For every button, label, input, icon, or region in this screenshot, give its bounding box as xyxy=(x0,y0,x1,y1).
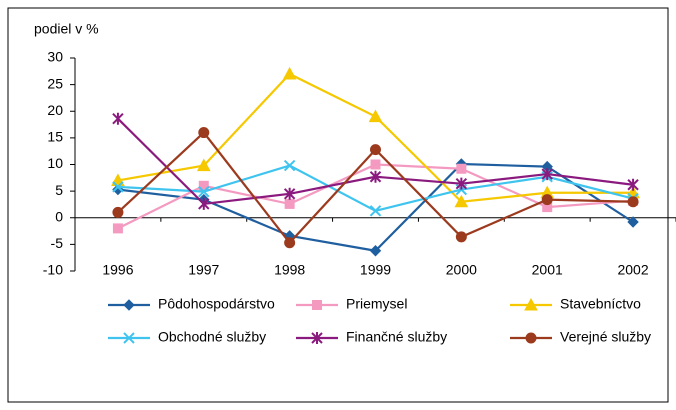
marker xyxy=(284,237,296,249)
frame xyxy=(7,7,669,403)
marker xyxy=(455,177,468,190)
x-tick-label: 2002 xyxy=(617,262,648,278)
marker xyxy=(284,198,295,209)
marker xyxy=(541,194,553,206)
y-tick-label: -5 xyxy=(51,235,64,251)
marker xyxy=(369,205,382,217)
legend-label: Verejné služby xyxy=(560,329,651,345)
legend-marker xyxy=(123,299,135,311)
marker xyxy=(456,163,467,174)
marker xyxy=(627,196,639,208)
marker xyxy=(283,159,296,172)
legend-marker xyxy=(312,300,322,310)
marker xyxy=(627,178,639,191)
marker xyxy=(627,216,639,228)
x-tick-label: 2000 xyxy=(446,262,477,278)
y-tick-label: 30 xyxy=(47,49,63,65)
marker xyxy=(368,109,383,123)
legend-label: Obchodné služby xyxy=(158,329,266,345)
marker xyxy=(196,158,211,172)
marker xyxy=(454,194,469,208)
y-tick-label: 25 xyxy=(47,75,63,91)
y-tick-label: 5 xyxy=(55,182,63,198)
legend-label: Finančné služby xyxy=(346,329,447,345)
marker xyxy=(198,127,210,139)
legend-marker xyxy=(311,332,323,344)
marker xyxy=(112,112,124,125)
marker xyxy=(283,187,296,200)
x-tick-label: 1997 xyxy=(188,262,219,278)
x-tick-label: 1999 xyxy=(360,262,391,278)
legend-label: Pôdohospodárstvo xyxy=(158,296,275,312)
legend-marker xyxy=(123,332,135,344)
marker xyxy=(455,231,467,243)
marker xyxy=(112,181,124,193)
y-axis-label: podiel v % xyxy=(34,21,99,37)
marker xyxy=(112,206,124,218)
y-tick-label: 10 xyxy=(47,155,63,171)
marker xyxy=(112,223,123,234)
marker xyxy=(282,66,297,80)
x-tick-label: 2001 xyxy=(532,262,563,278)
y-tick-label: 15 xyxy=(47,129,63,145)
x-tick-label: 1996 xyxy=(102,262,133,278)
marker xyxy=(369,245,382,257)
marker xyxy=(198,185,210,198)
marker xyxy=(370,144,381,156)
y-tick-label: -10 xyxy=(43,262,63,278)
marker xyxy=(198,197,210,210)
marker xyxy=(369,170,382,183)
x-tick-label: 1998 xyxy=(274,262,305,278)
legend-label: Priemysel xyxy=(346,296,407,312)
marker xyxy=(370,159,381,170)
legend-marker xyxy=(525,332,537,344)
y-tick-label: 0 xyxy=(55,208,63,224)
legend-label: Stavebníctvo xyxy=(560,296,641,312)
legend-marker xyxy=(524,297,538,311)
marker xyxy=(541,168,553,181)
y-tick-label: 20 xyxy=(47,102,63,118)
